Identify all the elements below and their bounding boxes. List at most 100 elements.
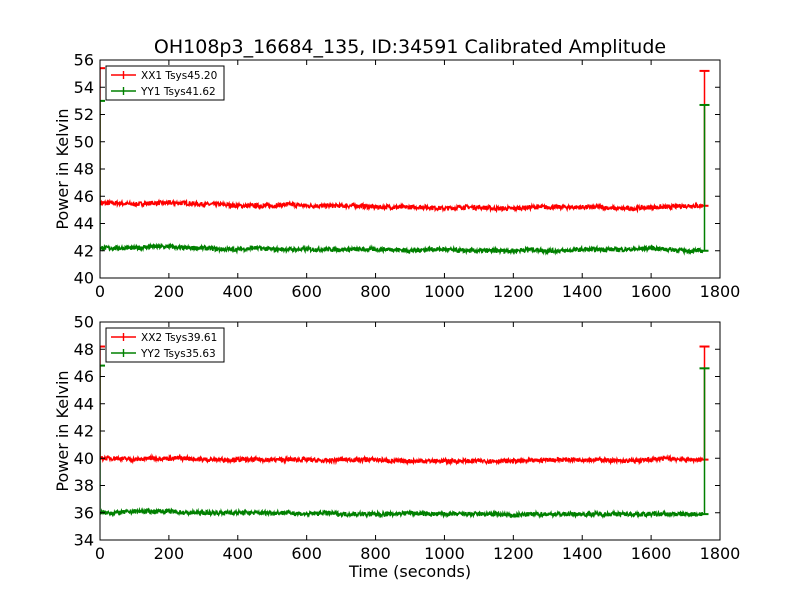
data-point	[615, 460, 618, 462]
x-tick-label: 200	[154, 282, 185, 301]
data-point	[133, 247, 136, 249]
data-point	[443, 513, 446, 515]
data-point	[374, 248, 377, 251]
data-point	[684, 204, 687, 207]
legend-box	[105, 327, 225, 363]
data-point	[426, 248, 429, 251]
data-point	[426, 460, 429, 462]
data-point	[564, 206, 566, 208]
data-point	[633, 460, 635, 462]
data-point	[236, 511, 239, 514]
data-point	[202, 247, 205, 249]
data-point	[374, 458, 377, 461]
data-point	[391, 248, 394, 251]
y-tick-label: 36	[74, 503, 94, 522]
data-point	[340, 204, 342, 207]
data-point	[271, 458, 274, 461]
y-tick-label: 42	[74, 241, 94, 260]
x-tick-label: 1400	[562, 282, 603, 301]
data-point	[581, 458, 584, 461]
y-tick-label: 40	[74, 449, 94, 468]
legend-label: YY1 Tsys41.62	[140, 86, 216, 98]
data-point	[495, 249, 497, 252]
data-point	[323, 248, 325, 251]
data-point	[667, 248, 670, 251]
data-point	[478, 249, 480, 252]
data-point	[460, 513, 463, 515]
data-point	[254, 247, 256, 249]
data-point	[116, 457, 119, 460]
data-point	[426, 513, 429, 515]
data-point	[150, 510, 153, 513]
data-point	[185, 202, 187, 204]
legend: XX2 Tsys39.61 YY2 Tsys35.63	[105, 327, 225, 363]
data-point	[323, 460, 325, 462]
data-point	[512, 249, 515, 252]
bottom-panel-xx2-yy2: 0 200 400 600 800 1000 1200 1400 1600 1800 34 36 38 4…	[53, 313, 740, 582]
data-point	[202, 511, 205, 514]
y-tick-label: 44	[74, 214, 94, 233]
legend-label: XX1 Tsys45.20	[141, 70, 217, 82]
y-tick-label: 50	[74, 313, 94, 332]
data-point	[598, 458, 601, 461]
data-point	[495, 513, 497, 515]
data-point	[288, 203, 291, 206]
y-tick-label: 56	[74, 51, 94, 70]
x-tick-label: 0	[95, 282, 105, 301]
data-point	[288, 248, 291, 251]
series-line	[100, 506, 704, 520]
data-point	[150, 245, 153, 248]
legend-box	[105, 65, 225, 101]
data-point	[409, 249, 411, 252]
data-point	[357, 248, 360, 251]
data-point	[254, 511, 256, 514]
data-point	[202, 458, 205, 461]
data-point	[684, 513, 687, 515]
data-point	[254, 204, 256, 207]
data-point	[409, 511, 411, 514]
data-point	[633, 207, 635, 210]
x-tick-label: 400	[223, 282, 254, 301]
data-point	[168, 245, 170, 248]
data-point	[633, 248, 635, 251]
data-point	[529, 513, 532, 515]
data-point	[185, 511, 187, 514]
data-point	[133, 203, 136, 206]
data-point	[495, 207, 497, 210]
x-tick-label: 1600	[631, 282, 672, 301]
series-line	[100, 198, 704, 214]
data-point	[615, 513, 618, 515]
data-point	[409, 460, 411, 462]
y-axis-label: Power in Kelvin	[53, 370, 72, 491]
data-point	[478, 513, 480, 515]
data-point	[615, 207, 618, 210]
data-point	[305, 458, 308, 461]
data-point	[667, 513, 670, 515]
x-tick-label: 800	[360, 282, 391, 301]
data-point	[443, 207, 446, 210]
data-point	[323, 511, 325, 514]
x-tick-label: 200	[154, 544, 185, 563]
figure-title: OH108p3_16684_135, ID:34591 Calibrated A…	[154, 36, 666, 58]
data-point	[168, 510, 170, 513]
data-point	[323, 204, 325, 207]
data-point	[512, 207, 515, 210]
data-point	[529, 206, 532, 208]
x-tick-label: 1000	[424, 544, 465, 563]
data-point	[116, 202, 119, 204]
x-tick-label: 1000	[424, 282, 465, 301]
data-point	[236, 248, 239, 251]
y-tick-label: 38	[74, 476, 94, 495]
data-point	[529, 460, 532, 462]
data-point	[546, 513, 549, 515]
data-point	[546, 458, 549, 461]
data-point	[168, 202, 170, 204]
x-tick-label: 800	[360, 544, 391, 563]
data-point	[460, 249, 463, 252]
data-point	[168, 457, 170, 460]
data-point	[495, 460, 497, 462]
x-tick-label: 1800	[700, 544, 741, 563]
y-tick-label: 48	[74, 160, 94, 179]
data-point	[374, 206, 377, 208]
